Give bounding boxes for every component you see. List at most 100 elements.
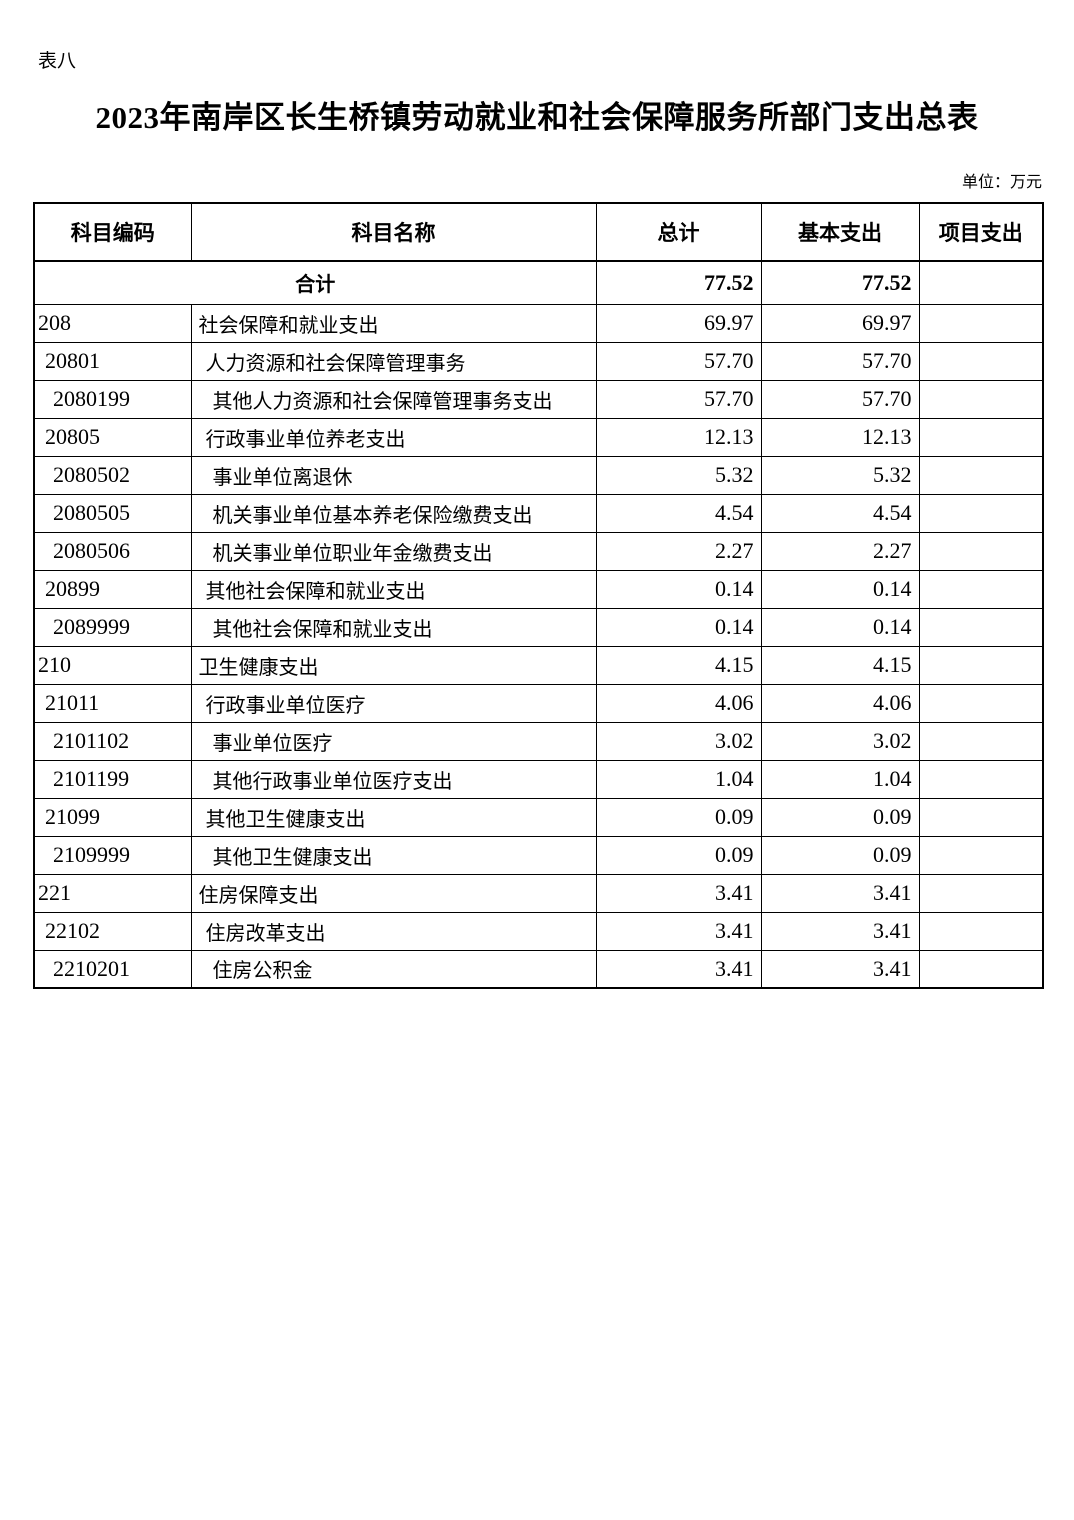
project-cell [918, 303, 1044, 343]
name-cell: 其他行政事业单位医疗支出 [190, 759, 597, 799]
basic-cell: 4.06 [760, 683, 920, 723]
name-cell: 其他卫生健康支出 [190, 797, 597, 837]
total-cell: 3.41 [595, 949, 762, 989]
table-row: 2101199 其他行政事业单位医疗支出 1.04 1.04 [33, 759, 1044, 799]
table-row: 2080502 事业单位离退休 5.32 5.32 [33, 455, 1044, 495]
total-cell: 3.02 [595, 721, 762, 761]
basic-cell: 0.09 [760, 835, 920, 875]
project-cell [918, 759, 1044, 799]
total-cell: 1.04 [595, 759, 762, 799]
total-cell: 69.97 [595, 303, 762, 343]
table-row: 2080505 机关事业单位基本养老保险缴费支出 4.54 4.54 [33, 493, 1044, 533]
basic-cell: 57.70 [760, 379, 920, 419]
name-cell: 机关事业单位职业年金缴费支出 [190, 531, 597, 571]
total-cell: 57.70 [595, 341, 762, 381]
total-cell: 0.09 [595, 797, 762, 837]
col-header-total: 总计 [595, 202, 762, 262]
basic-cell: 0.14 [760, 569, 920, 609]
code-cell: 20899 [33, 569, 192, 609]
total-cell: 3.41 [595, 873, 762, 913]
basic-cell: 2.27 [760, 531, 920, 571]
code-cell: 2109999 [33, 835, 192, 875]
project-cell [918, 645, 1044, 685]
total-row-total: 77.52 [595, 260, 762, 305]
name-cell: 人力资源和社会保障管理事务 [190, 341, 597, 381]
name-cell: 其他卫生健康支出 [190, 835, 597, 875]
basic-cell: 69.97 [760, 303, 920, 343]
col-header-basic-expenditure: 基本支出 [760, 202, 920, 262]
code-cell: 221 [33, 873, 192, 913]
basic-cell: 0.14 [760, 607, 920, 647]
unit-note: 单位：万元 [961, 174, 1042, 191]
header-row: 科目编码 科目名称 总计 基本支出 项目支出 [33, 202, 1044, 262]
project-cell [918, 569, 1044, 609]
code-cell: 2089999 [33, 607, 192, 647]
total-cell: 0.09 [595, 835, 762, 875]
total-cell: 57.70 [595, 379, 762, 419]
table-row: 21099 其他卫生健康支出 0.09 0.09 [33, 797, 1044, 837]
total-row-basic: 77.52 [760, 260, 920, 305]
project-cell [918, 721, 1044, 761]
project-cell [918, 455, 1044, 495]
table-row: 210 卫生健康支出 4.15 4.15 [33, 645, 1044, 685]
basic-cell: 5.32 [760, 455, 920, 495]
table-row: 20805 行政事业单位养老支出 12.13 12.13 [33, 417, 1044, 457]
table-row: 2080506 机关事业单位职业年金缴费支出 2.27 2.27 [33, 531, 1044, 571]
project-cell [918, 531, 1044, 571]
table-row: 2210201 住房公积金 3.41 3.41 [33, 949, 1044, 989]
name-cell: 行政事业单位养老支出 [190, 417, 597, 457]
name-cell: 其他社会保障和就业支出 [190, 607, 597, 647]
total-cell: 3.41 [595, 911, 762, 951]
name-cell: 事业单位医疗 [190, 721, 597, 761]
total-cell: 5.32 [595, 455, 762, 495]
code-cell: 2101102 [33, 721, 192, 761]
code-cell: 22102 [33, 911, 192, 951]
name-cell: 住房改革支出 [190, 911, 597, 951]
name-cell: 卫生健康支出 [190, 645, 597, 685]
project-cell [918, 493, 1044, 533]
project-cell [918, 835, 1044, 875]
total-cell: 4.06 [595, 683, 762, 723]
project-cell [918, 949, 1044, 989]
table-row: 2101102 事业单位医疗 3.02 3.02 [33, 721, 1044, 761]
table-row: 20801 人力资源和社会保障管理事务 57.70 57.70 [33, 341, 1044, 381]
col-header-subject-name: 科目名称 [190, 202, 597, 262]
basic-cell: 0.09 [760, 797, 920, 837]
total-cell: 0.14 [595, 607, 762, 647]
table-row: 208 社会保障和就业支出 69.97 69.97 [33, 303, 1044, 343]
project-cell [918, 873, 1044, 913]
basic-cell: 57.70 [760, 341, 920, 381]
code-cell: 21011 [33, 683, 192, 723]
project-cell [918, 417, 1044, 457]
table-row: 2089999 其他社会保障和就业支出 0.14 0.14 [33, 607, 1044, 647]
table-row: 21011 行政事业单位医疗 4.06 4.06 [33, 683, 1044, 723]
table-row: 22102 住房改革支出 3.41 3.41 [33, 911, 1044, 951]
project-cell [918, 683, 1044, 723]
project-cell [918, 379, 1044, 419]
total-row-label: 合计 [33, 260, 597, 305]
name-cell: 其他人力资源和社会保障管理事务支出 [190, 379, 597, 419]
basic-cell: 3.41 [760, 949, 920, 989]
basic-cell: 3.41 [760, 911, 920, 951]
name-cell: 机关事业单位基本养老保险缴费支出 [190, 493, 597, 533]
basic-cell: 3.41 [760, 873, 920, 913]
code-cell: 2210201 [33, 949, 192, 989]
code-cell: 21099 [33, 797, 192, 837]
code-cell: 20801 [33, 341, 192, 381]
col-header-subject-code: 科目编码 [33, 202, 192, 262]
name-cell: 住房公积金 [190, 949, 597, 989]
name-cell: 社会保障和就业支出 [190, 303, 597, 343]
expenditure-table: 科目编码 科目名称 总计 基本支出 项目支出 合计 77.52 77.52 20… [33, 202, 1044, 989]
name-cell: 行政事业单位医疗 [190, 683, 597, 723]
table-row: 221 住房保障支出 3.41 3.41 [33, 873, 1044, 913]
table-tag: 表八 [38, 51, 77, 72]
project-cell [918, 911, 1044, 951]
code-cell: 20805 [33, 417, 192, 457]
code-cell: 2080506 [33, 531, 192, 571]
table-row: 2080199 其他人力资源和社会保障管理事务支出 57.70 57.70 [33, 379, 1044, 419]
code-cell: 2080505 [33, 493, 192, 533]
code-cell: 208 [33, 303, 192, 343]
total-cell: 4.15 [595, 645, 762, 685]
code-cell: 2080502 [33, 455, 192, 495]
